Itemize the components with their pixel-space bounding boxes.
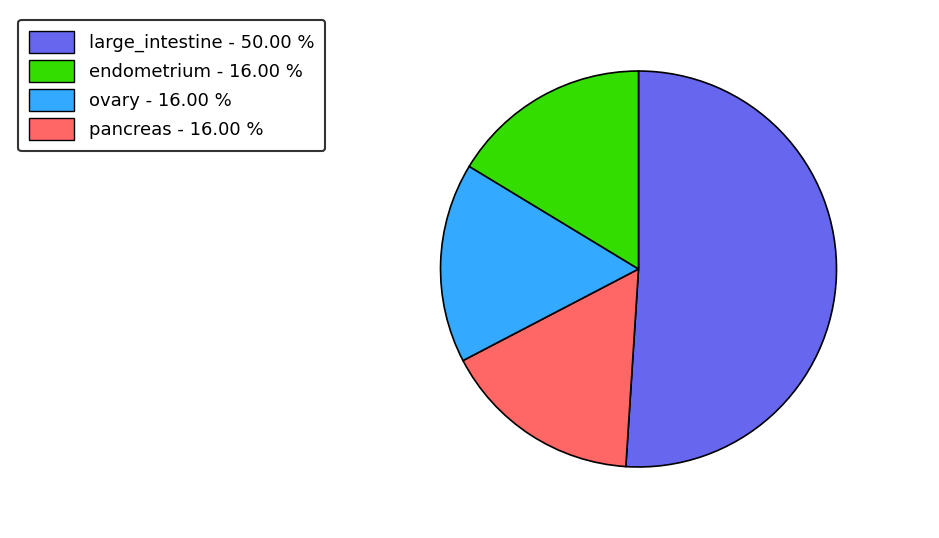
Wedge shape [470, 71, 639, 269]
Wedge shape [463, 269, 639, 466]
Wedge shape [625, 71, 837, 467]
Legend: large_intestine - 50.00 %, endometrium - 16.00 %, ovary - 16.00 %, pancreas - 16: large_intestine - 50.00 %, endometrium -… [19, 20, 325, 151]
Wedge shape [440, 166, 639, 360]
